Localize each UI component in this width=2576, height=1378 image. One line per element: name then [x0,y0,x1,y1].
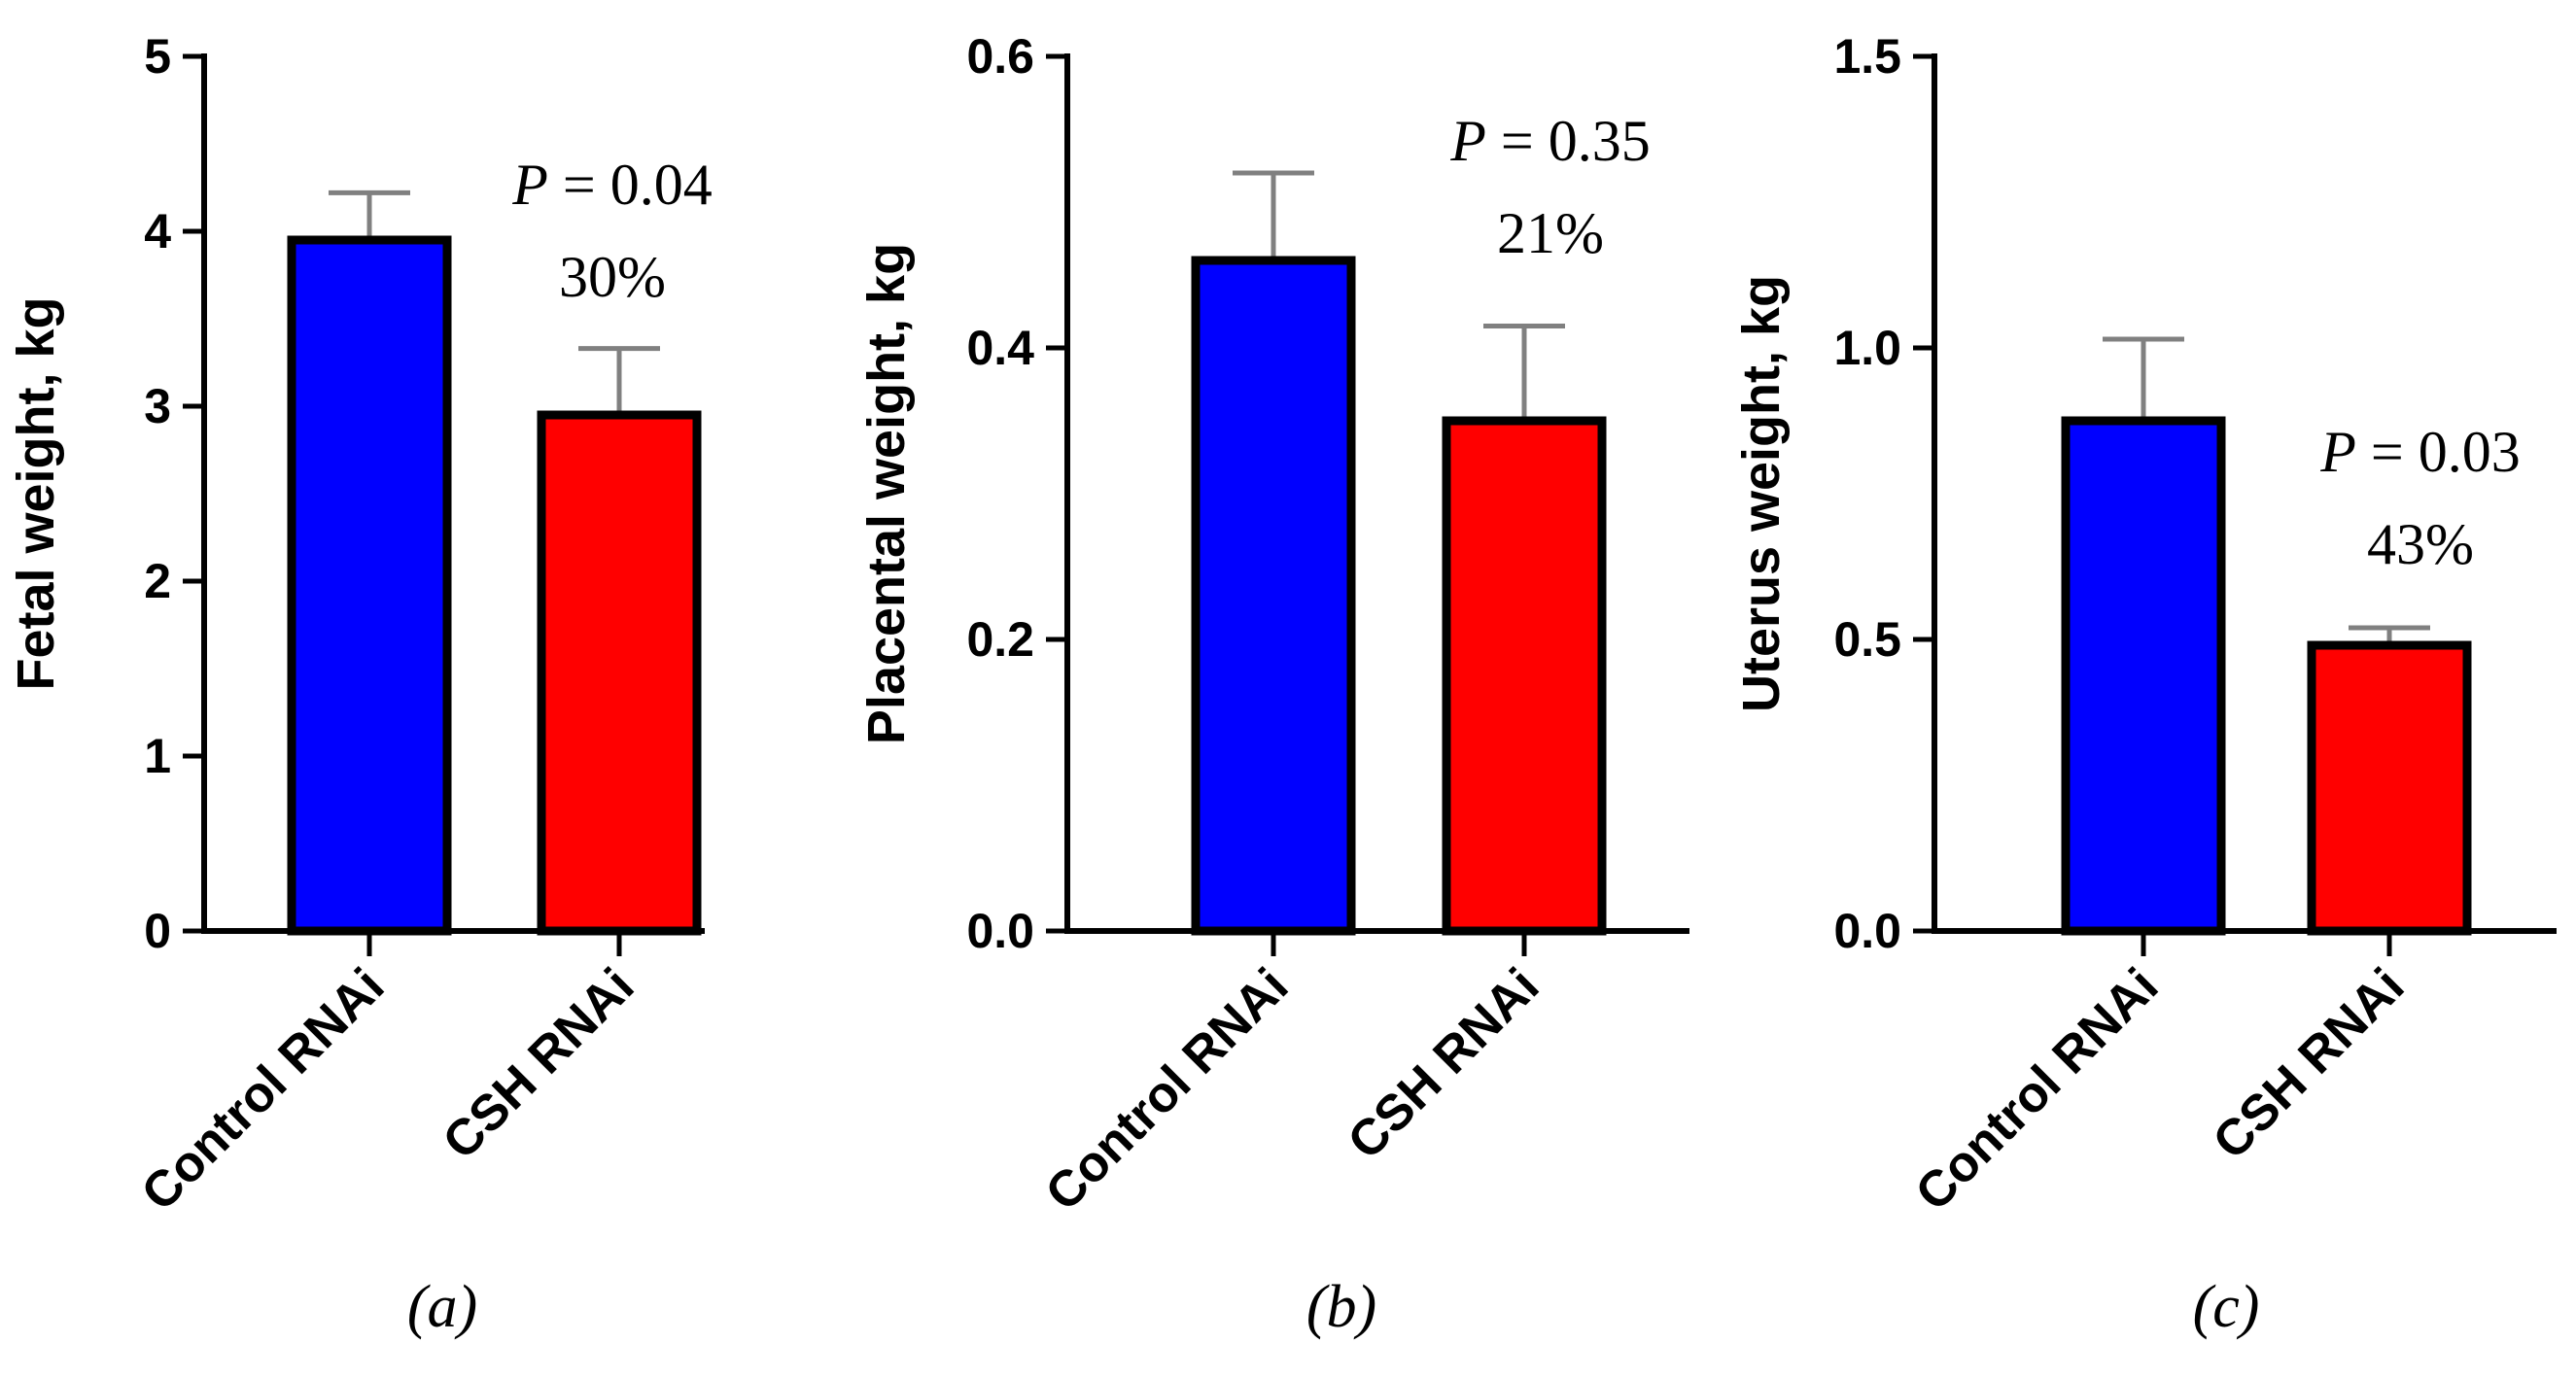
y-tick-label: 1.0 [1833,321,1901,375]
y-tick-label: 3 [144,379,171,433]
p-value-annotation: P = 0.03 [2319,420,2521,484]
y-tick-label: 2 [144,554,171,608]
x-category-label: CSH RNAi [1338,957,1550,1170]
bar-control-rnai [1191,256,1356,936]
x-category-label: CSH RNAi [2203,957,2416,1170]
bar-control-rnai [2061,416,2226,936]
x-category-label: Control RNAi [1035,957,1300,1222]
x-category-label: CSH RNAi [433,957,645,1170]
y-tick-label: 1.5 [1833,29,1901,84]
panel-label: (a) [407,1274,477,1340]
percent-annotation: 43% [2367,512,2474,576]
y-tick-label: 0.5 [1833,612,1901,667]
y-axis-title: Uterus weight, kg [1732,275,1791,712]
panel-label: (c) [2193,1274,2260,1340]
y-tick-label: 1 [144,729,171,783]
bar-control-rnai [287,235,452,936]
p-symbol: P [2319,420,2356,484]
y-tick-label: 0.4 [966,321,1034,375]
x-category-label: Control RNAi [1905,957,2170,1222]
panel-label: (b) [1306,1274,1376,1340]
bar-csh-rnai [1442,416,1607,936]
p-value: = 0.35 [1486,109,1651,173]
y-tick-label: 4 [144,204,171,258]
y-tick-label: 0.0 [1833,904,1901,958]
percent-annotation: 21% [1497,201,1604,265]
bar-csh-rnai [537,410,702,936]
p-symbol: P [511,153,548,217]
y-tick-label: 0.2 [966,612,1034,667]
chart-panel-2: 0.0 0.2 0.4 0.6 Control RNAi CSH RNAi Placenta… [857,29,1689,1340]
p-value: = 0.03 [2356,420,2521,484]
percent-annotation: 30% [559,245,666,309]
y-axis-title: Placental weight, kg [857,243,916,744]
p-value-annotation: P = 0.35 [1449,109,1651,173]
p-symbol: P [1449,109,1486,173]
x-category-label: Control RNAi [131,957,396,1222]
bar-csh-rnai [2307,640,2472,936]
y-axis-title: Fetal weight, kg [7,296,65,690]
chart-panel-1: 0 1 2 3 4 5 Control RNAi CSH RNAi Fetal weight, … [7,29,713,1340]
p-value: = 0.04 [548,153,713,217]
y-tick-label: 0.0 [966,904,1034,958]
p-value-annotation: P = 0.04 [511,153,713,217]
y-tick-label: 5 [144,29,171,84]
chart-panel-3: 0.0 0.5 1.0 1.5 Control RNAi CSH RNAi Uterus w… [1732,29,2557,1340]
y-tick-label: 0.6 [966,29,1034,84]
y-tick-label: 0 [144,904,171,958]
